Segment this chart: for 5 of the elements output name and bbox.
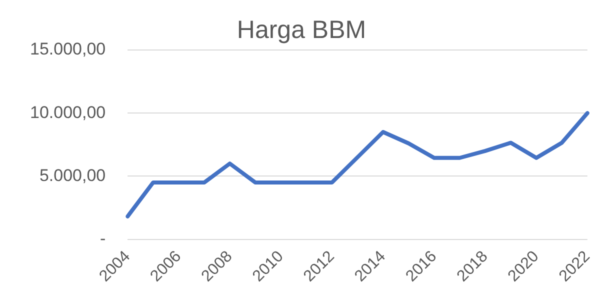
chart-title: Harga BBM	[236, 16, 366, 44]
y-tick-label: 15.000,00	[30, 40, 106, 59]
y-tick-label: 10.000,00	[30, 102, 106, 122]
y-tick-label: -	[100, 228, 106, 248]
y-tick-label: 5.000,00	[39, 166, 106, 185]
